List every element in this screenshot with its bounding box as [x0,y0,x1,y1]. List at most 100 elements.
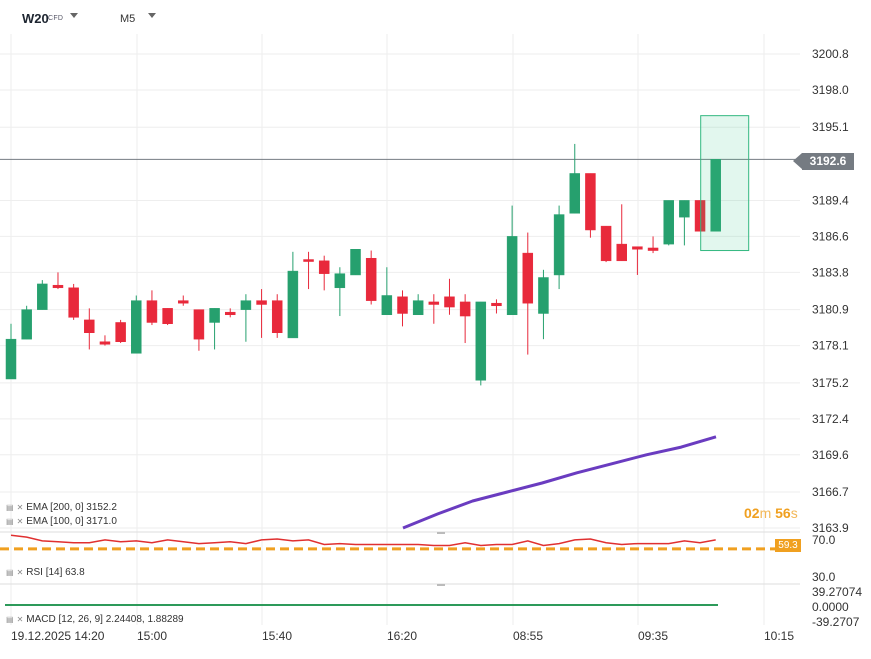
rsi-legend-text: RSI [14] 63.8 [26,567,85,578]
symbol-label[interactable]: W20 [22,11,49,26]
countdown-seconds: 56 [775,505,791,521]
macd-histogram-bar [182,604,185,606]
macd-histogram-bar [432,604,435,606]
price-axis-label: 3183.8 [812,265,849,279]
macd-histogram-bar [72,604,75,606]
macd-histogram-bar [338,604,341,606]
ema100-legend-text: EMA [100, 0] 3171.0 [26,516,117,527]
timeframe-dropdown-icon[interactable] [148,13,156,18]
candle-body [616,243,627,262]
candle-body [412,300,424,316]
candle-body [318,260,330,274]
macd-histogram-bar [229,604,232,606]
symbol-dropdown-icon[interactable] [70,13,78,18]
macd-histogram-bar [589,604,592,606]
time-label: 15:00 [137,629,168,643]
candle-body [350,249,361,276]
macd-histogram-bar [558,604,561,606]
candle-body [632,246,643,250]
macd-histogram-bar [213,604,216,606]
candle-body [600,225,612,262]
rsi-level-high-label: 70.0 [812,533,836,547]
timeframe-label[interactable]: M5 [120,13,136,25]
macd-histogram-bar [714,604,717,606]
candle-body [459,301,471,317]
macd-histogram-bar [542,604,545,606]
macd-histogram-bar [41,604,44,606]
candle-body [37,283,48,310]
macd-legend[interactable]: ▤ ✕ MACD [12, 26, 9] 2.24408, 1.88289 [6,614,184,625]
settings-icon[interactable]: ▤ [6,503,14,512]
price-axis-label: 3163.9 [812,521,849,535]
settings-icon[interactable]: ▤ [6,615,14,624]
chart-toolbar: W20 CFD M5 [0,0,871,34]
macd-histogram-bar [25,604,28,606]
close-icon[interactable]: ✕ [16,503,24,512]
ema100-legend[interactable]: ▤ ✕ EMA [100, 0] 3171.0 [6,516,117,527]
macd-histogram-bar [652,604,655,606]
candle-body [193,309,205,340]
close-icon[interactable]: ✕ [16,615,24,624]
ema200-legend[interactable]: ▤ ✕ EMA [200, 0] 3152.2 [6,502,117,513]
price-axis-label: 3172.4 [812,412,849,426]
macd-histogram-bar [135,604,138,606]
macd-histogram-bar [699,604,702,606]
candle-body [240,300,252,310]
candle-body [68,287,79,318]
candle-body [553,214,565,276]
rsi-value-tag: 59.3 [775,539,801,552]
ema100-line [402,435,717,530]
macd-histogram-bar [683,604,686,606]
pane-resize-handle [437,584,445,586]
candle-body [271,300,283,333]
macd-histogram-bar [354,604,357,606]
macd-histogram-bar [667,604,670,606]
macd-histogram-bar [526,604,529,606]
macd-histogram-bar [464,604,467,606]
price-axis-label: 3195.1 [812,120,849,134]
candle-body [287,270,299,339]
close-icon[interactable]: ✕ [16,568,24,577]
macd-histogram-bar [276,604,279,606]
candle-body [522,252,534,304]
macd-histogram-bar [448,604,451,606]
rsi-level-low-label: 30.0 [812,570,836,584]
candle-body [256,300,267,305]
settings-icon[interactable]: ▤ [6,517,14,526]
close-icon[interactable]: ✕ [16,517,24,526]
candle-body [224,311,236,316]
candle-body [663,200,674,245]
price-axis-label: 3198.0 [812,83,849,97]
candle-body [99,341,111,345]
candle-body [146,300,158,323]
price-axis-label: 3189.4 [812,193,849,207]
macd-lower-label: -39.2707 [812,615,860,629]
macd-histogram-bar [573,604,576,606]
candle-body [365,257,377,301]
candle-body [491,302,502,307]
candle-body [428,301,440,305]
current-price-tag: 3192.6 [793,153,854,170]
macd-histogram-bar [88,604,91,606]
macd-histogram-bar [511,604,514,606]
price-axis-label: 3178.1 [812,339,849,353]
macd-histogram-bar [56,604,59,606]
candle-body [303,259,314,262]
macd-histogram-bar [385,604,388,606]
macd-histogram-bar [307,604,310,606]
candle-body [694,200,706,232]
macd-histogram-bar [103,604,106,606]
macd-zero-label: 0.0000 [812,600,849,614]
candle-body [52,284,64,289]
candle-body [131,300,142,354]
candle-body [115,322,126,342]
macd-histogram-bar [119,604,122,606]
macd-histogram-bar [150,604,153,606]
candle-body [21,309,32,340]
rsi-legend[interactable]: ▤ ✕ RSI [14] 63.8 [6,567,85,578]
settings-icon[interactable]: ▤ [6,568,14,577]
macd-histogram-bar [417,604,420,606]
countdown-sec-unit: s [790,505,798,521]
macd-upper-label: 39.27074 [812,585,863,599]
